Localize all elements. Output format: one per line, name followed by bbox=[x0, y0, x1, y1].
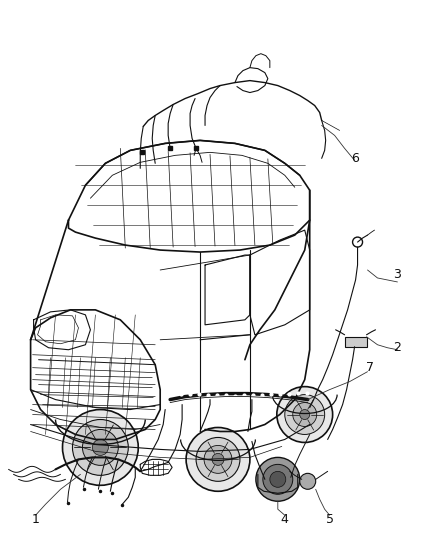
Bar bbox=[345, 337, 367, 347]
Text: 7: 7 bbox=[366, 361, 374, 374]
Text: 4: 4 bbox=[281, 513, 289, 526]
Circle shape bbox=[72, 419, 128, 475]
Circle shape bbox=[293, 402, 317, 426]
Circle shape bbox=[82, 430, 118, 465]
Circle shape bbox=[300, 409, 310, 419]
Text: 2: 2 bbox=[393, 341, 401, 354]
Circle shape bbox=[277, 386, 332, 442]
Text: 1: 1 bbox=[32, 513, 39, 526]
Text: 5: 5 bbox=[325, 513, 334, 526]
Circle shape bbox=[300, 473, 316, 489]
Circle shape bbox=[263, 464, 293, 494]
Circle shape bbox=[92, 439, 108, 455]
Circle shape bbox=[285, 394, 325, 434]
Circle shape bbox=[196, 438, 240, 481]
Circle shape bbox=[63, 409, 138, 486]
Circle shape bbox=[186, 427, 250, 491]
Text: 6: 6 bbox=[351, 152, 359, 165]
Circle shape bbox=[270, 471, 286, 487]
Circle shape bbox=[204, 446, 232, 473]
Circle shape bbox=[212, 454, 224, 465]
Text: 3: 3 bbox=[393, 269, 401, 281]
Circle shape bbox=[256, 457, 300, 501]
Circle shape bbox=[353, 237, 363, 247]
